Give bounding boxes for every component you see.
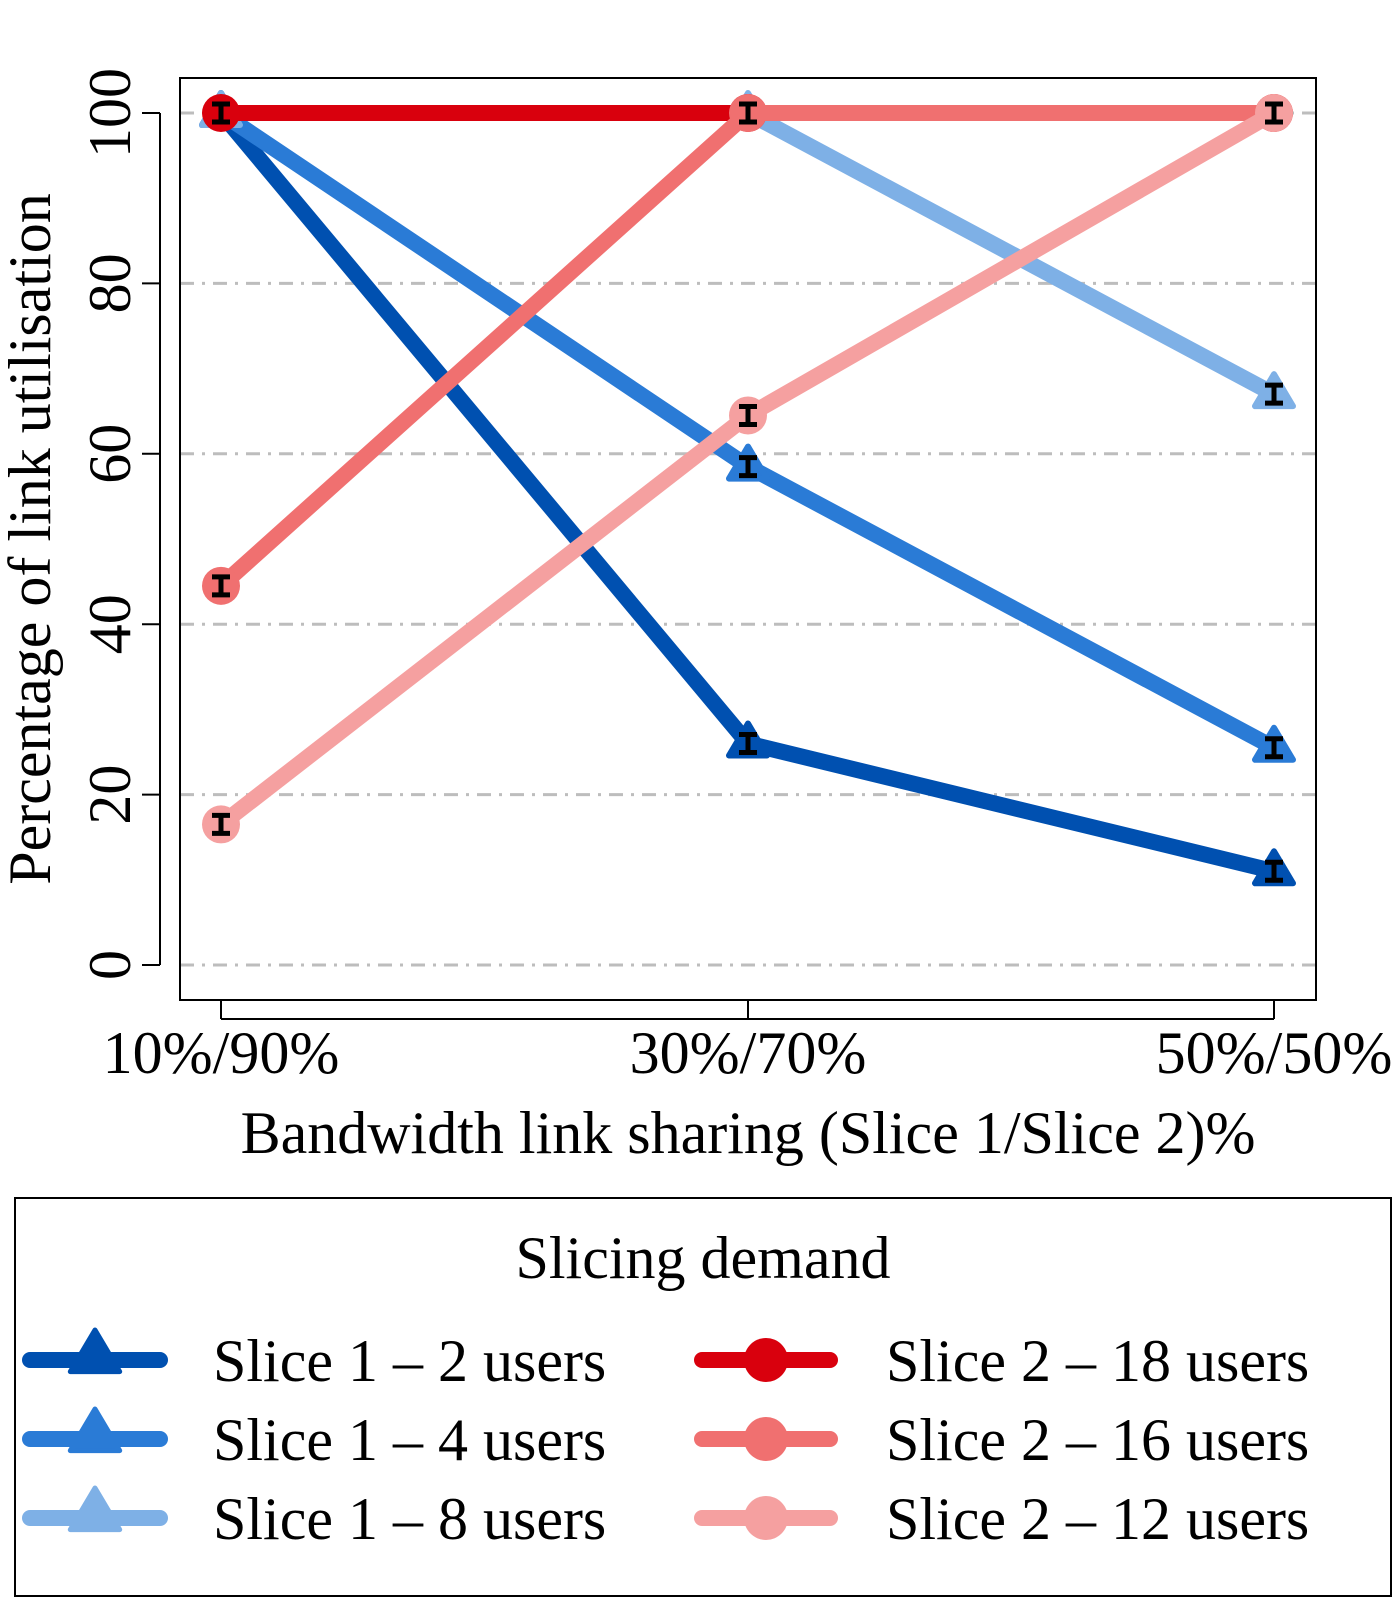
legend-marker (744, 1496, 788, 1540)
legend-label: Slice 1 – 2 users (213, 1328, 606, 1394)
error-bar (739, 101, 757, 125)
legend-item: Slice 2 – 18 users (694, 1328, 1309, 1394)
legend-item: Slice 2 – 16 users (694, 1407, 1309, 1473)
series-5 (202, 94, 1293, 605)
legend-item: Slice 1 – 4 users (22, 1406, 606, 1473)
legend-marker (67, 1485, 123, 1533)
legend: Slice 1 – 2 users Slice 1 – 4 users Slice … (22, 1327, 1309, 1552)
legend-marker (744, 1417, 788, 1461)
legend-label: Slice 2 – 16 users (886, 1407, 1309, 1473)
y-tick-label: 80 (77, 253, 143, 313)
error-bar (1265, 736, 1283, 760)
legend-item: Slice 2 – 12 users (694, 1486, 1309, 1552)
x-tick-label: 30%/70% (630, 1020, 867, 1086)
x-tick-label: 10%/90% (103, 1020, 340, 1086)
y-axis-label: Percentage of link utilisation (0, 193, 63, 885)
y-axis: 0 20 40 60 80 100 (77, 68, 161, 980)
y-tick-label: 100 (77, 68, 143, 158)
y-tick-label: 0 (77, 950, 143, 980)
plot-frame (179, 77, 1317, 1001)
error-bar (212, 812, 230, 836)
legend-label: Slice 2 – 12 users (886, 1486, 1309, 1552)
error-bar (212, 101, 230, 125)
x-tick-label: 50%/50% (1156, 1020, 1393, 1086)
y-tick-label: 20 (77, 765, 143, 825)
error-bar (1265, 101, 1283, 125)
series-line (213, 105, 1282, 594)
error-bar (1265, 859, 1283, 883)
legend-item: Slice 1 – 2 users (22, 1327, 606, 1394)
legend-label: Slice 1 – 8 users (213, 1486, 606, 1552)
error-bar (739, 403, 757, 427)
legend-label: Slice 2 – 18 users (886, 1328, 1309, 1394)
y-tick-label: 40 (77, 594, 143, 654)
x-axis-label: Bandwidth link sharing (Slice 1/Slice 2)… (241, 1100, 1256, 1166)
series-6 (202, 94, 1293, 844)
legend-box (14, 1197, 1392, 1597)
legend-marker (67, 1406, 123, 1454)
error-bar (739, 731, 757, 755)
legend-marker (744, 1338, 788, 1382)
y-tick-label: 60 (77, 424, 143, 484)
error-bar (1265, 382, 1283, 406)
series-line (213, 105, 1282, 403)
series-3 (199, 90, 1296, 410)
error-bar (739, 455, 757, 479)
legend-label: Slice 1 – 4 users (213, 1407, 606, 1473)
legend-title: Slicing demand (516, 1225, 891, 1291)
legend-item: Slice 1 – 8 users (22, 1485, 606, 1552)
error-bar (212, 574, 230, 598)
legend-marker (67, 1327, 123, 1375)
series-group (199, 90, 1296, 887)
x-axis: 10%/90% 30%/70% 50%/50% (103, 1000, 1393, 1086)
